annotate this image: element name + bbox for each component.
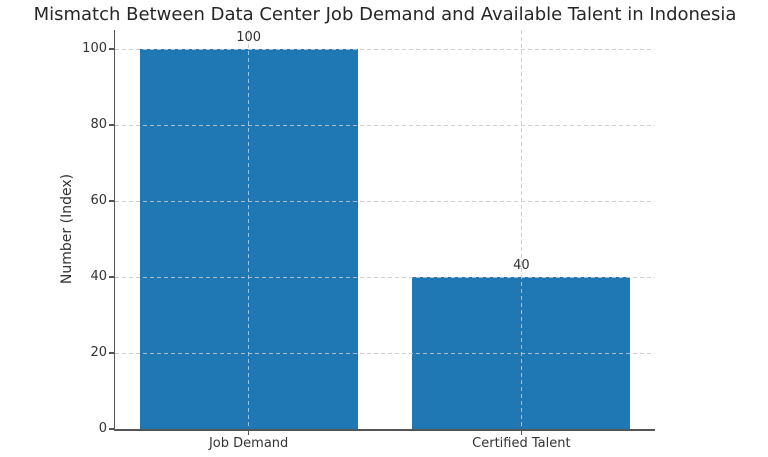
x-axis-spine bbox=[113, 429, 655, 431]
y-tick-mark bbox=[109, 48, 114, 50]
chart-title: Mismatch Between Data Center Job Demand … bbox=[33, 4, 737, 25]
plot-area: 100 40 bbox=[113, 30, 655, 431]
gridline-horizontal bbox=[115, 352, 655, 354]
gridline-vertical bbox=[248, 30, 250, 429]
y-axis-label: Number (Index) bbox=[59, 173, 75, 285]
gridline-horizontal bbox=[115, 124, 655, 126]
y-tick-mark bbox=[109, 200, 114, 202]
bar-value-label: 100 bbox=[236, 30, 262, 45]
gridline-horizontal bbox=[115, 48, 655, 50]
y-tick-label: 80 bbox=[90, 117, 107, 132]
x-tick-label: Job Demand bbox=[208, 436, 289, 451]
gridline-horizontal bbox=[115, 276, 655, 278]
bar-value-label: 40 bbox=[513, 258, 530, 273]
y-tick-mark bbox=[109, 352, 114, 354]
y-tick-mark bbox=[109, 124, 114, 126]
y-tick-mark bbox=[109, 276, 114, 278]
gridline-horizontal bbox=[115, 200, 655, 202]
y-axis-spine bbox=[113, 30, 115, 429]
x-tick-mark bbox=[520, 431, 523, 435]
y-tick-label: 40 bbox=[90, 269, 107, 284]
y-tick-mark bbox=[109, 428, 114, 430]
x-tick-label: Certified Talent bbox=[472, 436, 571, 451]
gridline-vertical bbox=[520, 30, 522, 429]
y-tick-label: 60 bbox=[90, 193, 107, 208]
y-tick-label: 100 bbox=[82, 41, 107, 56]
y-tick-label: 0 bbox=[98, 421, 107, 436]
x-tick-mark bbox=[247, 431, 250, 435]
y-tick-label: 20 bbox=[90, 345, 107, 360]
